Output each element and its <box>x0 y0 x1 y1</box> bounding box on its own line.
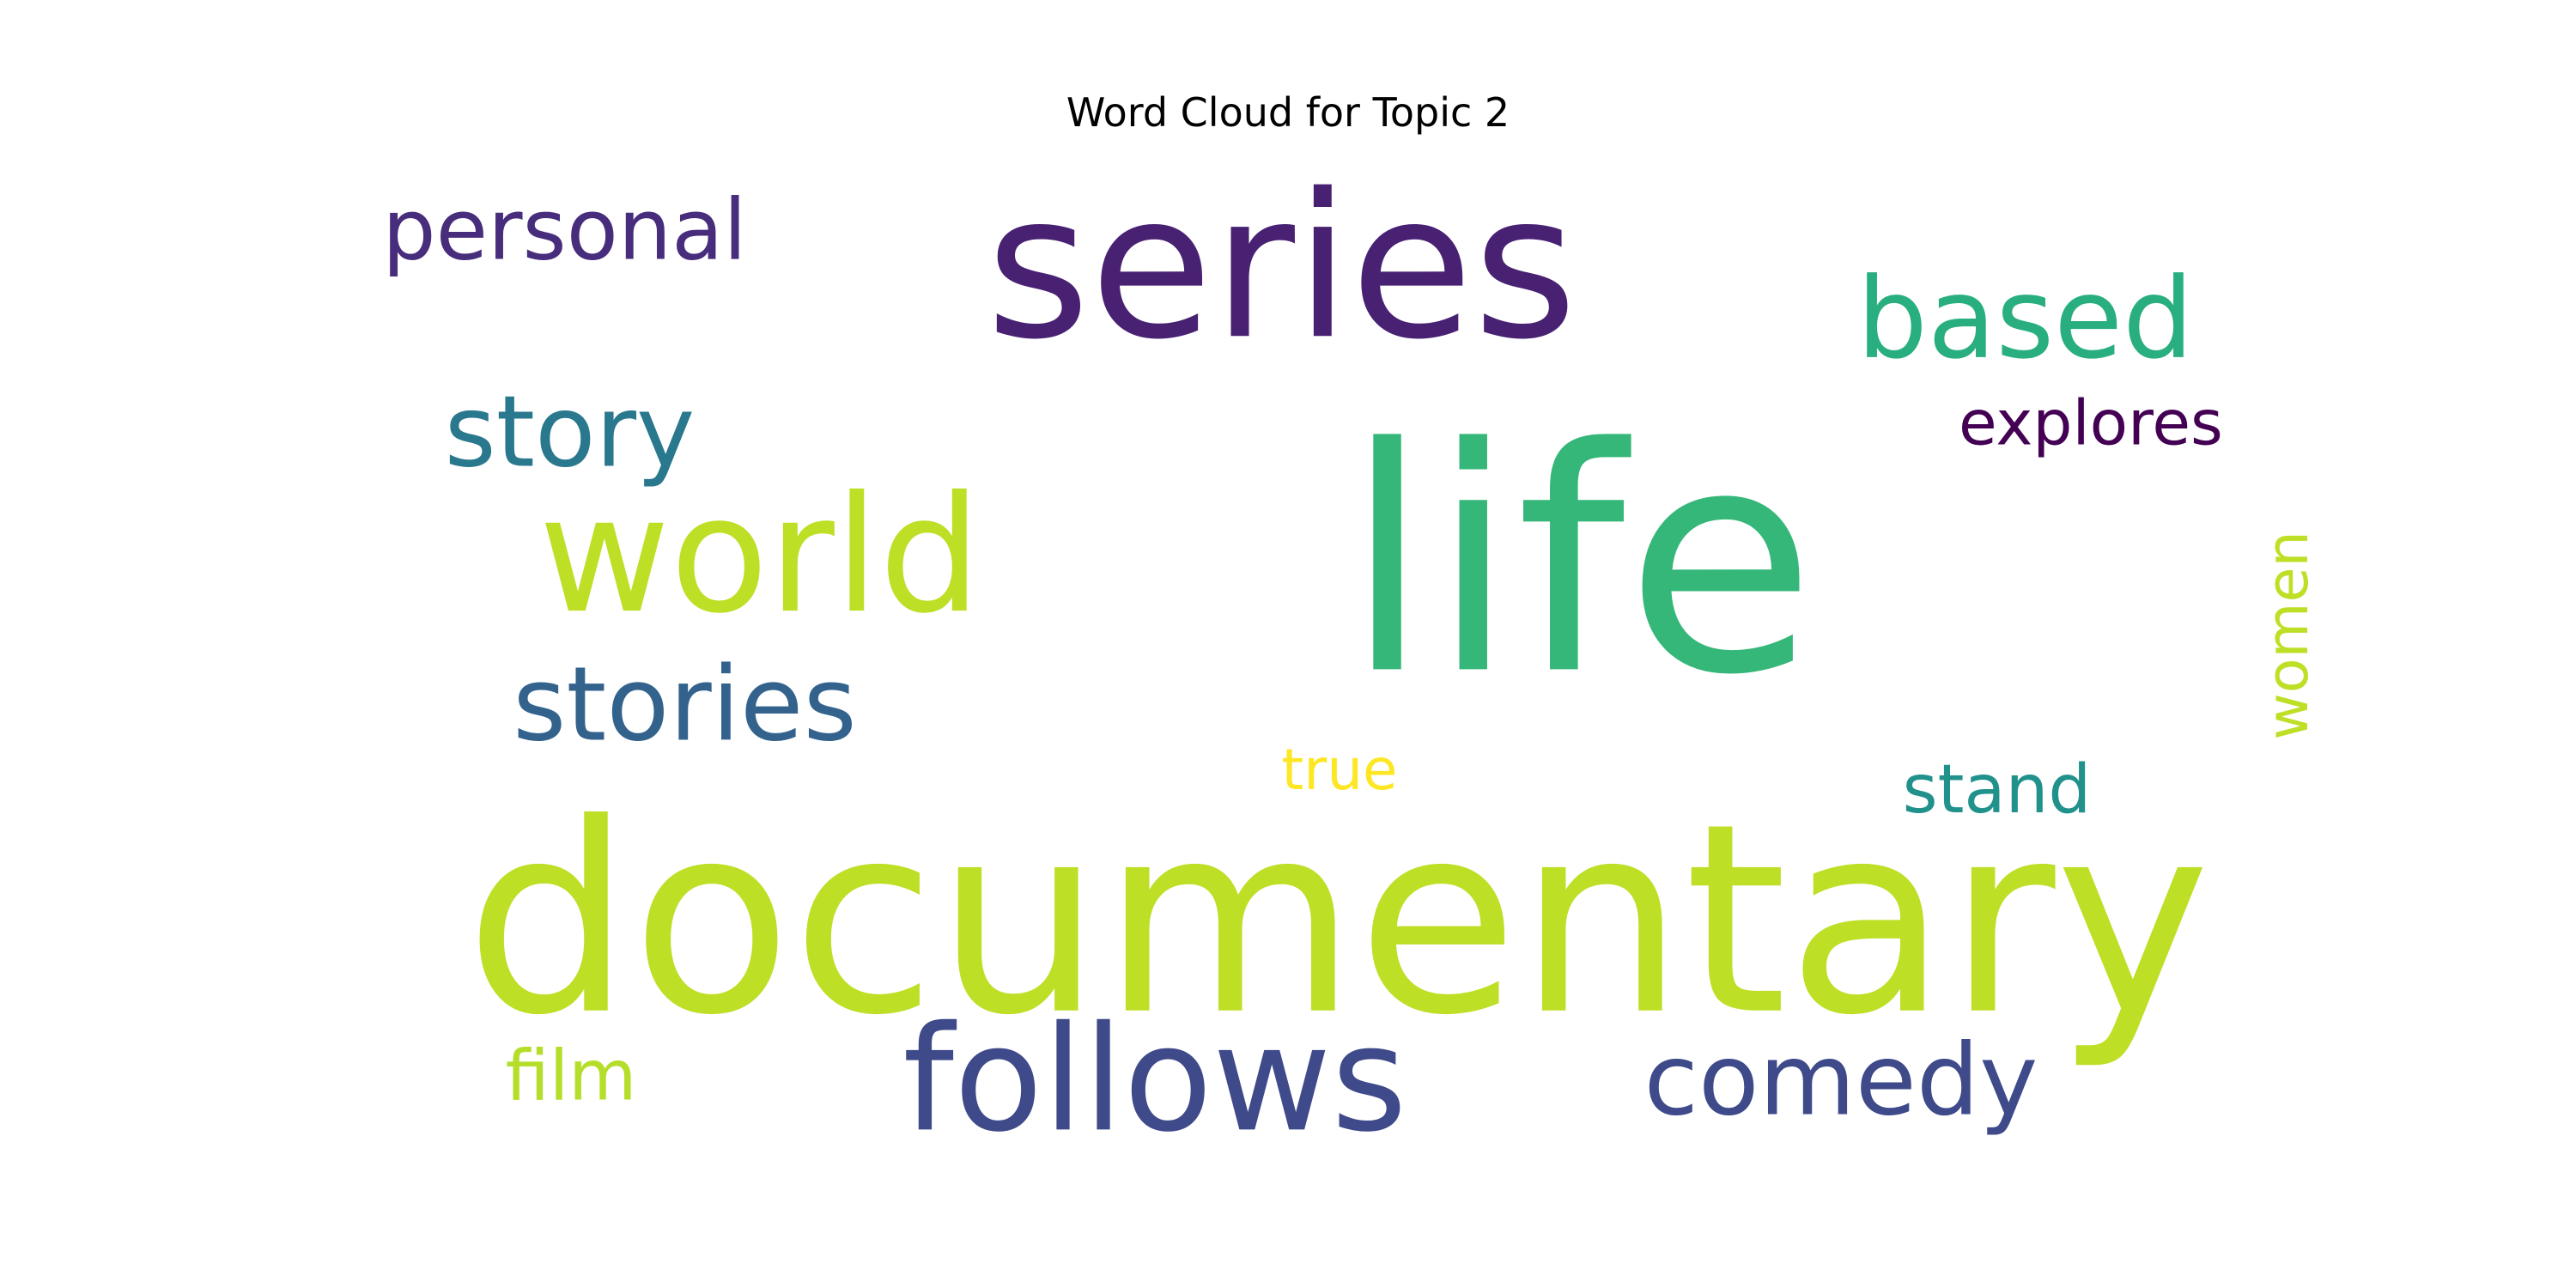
word-follows: follows <box>902 994 1406 1163</box>
chart-title: Word Cloud for Topic 2 <box>1066 89 1510 136</box>
word-stories: stories <box>513 645 857 764</box>
word-documentary: documentary <box>465 768 2210 1072</box>
word-personal: personal <box>382 181 746 279</box>
word-based: based <box>1856 253 2193 384</box>
word-stand: stand <box>1903 750 2092 829</box>
word-world: world <box>538 462 981 649</box>
word-women: women <box>2254 531 2321 739</box>
word-series: series <box>986 150 1577 383</box>
word-life: life <box>1344 382 1815 743</box>
word-comedy: comedy <box>1644 1023 2038 1138</box>
word-film: film <box>506 1036 637 1117</box>
word-explores: explores <box>1959 388 2223 460</box>
word-true: true <box>1281 737 1397 803</box>
word-story: story <box>445 374 696 489</box>
